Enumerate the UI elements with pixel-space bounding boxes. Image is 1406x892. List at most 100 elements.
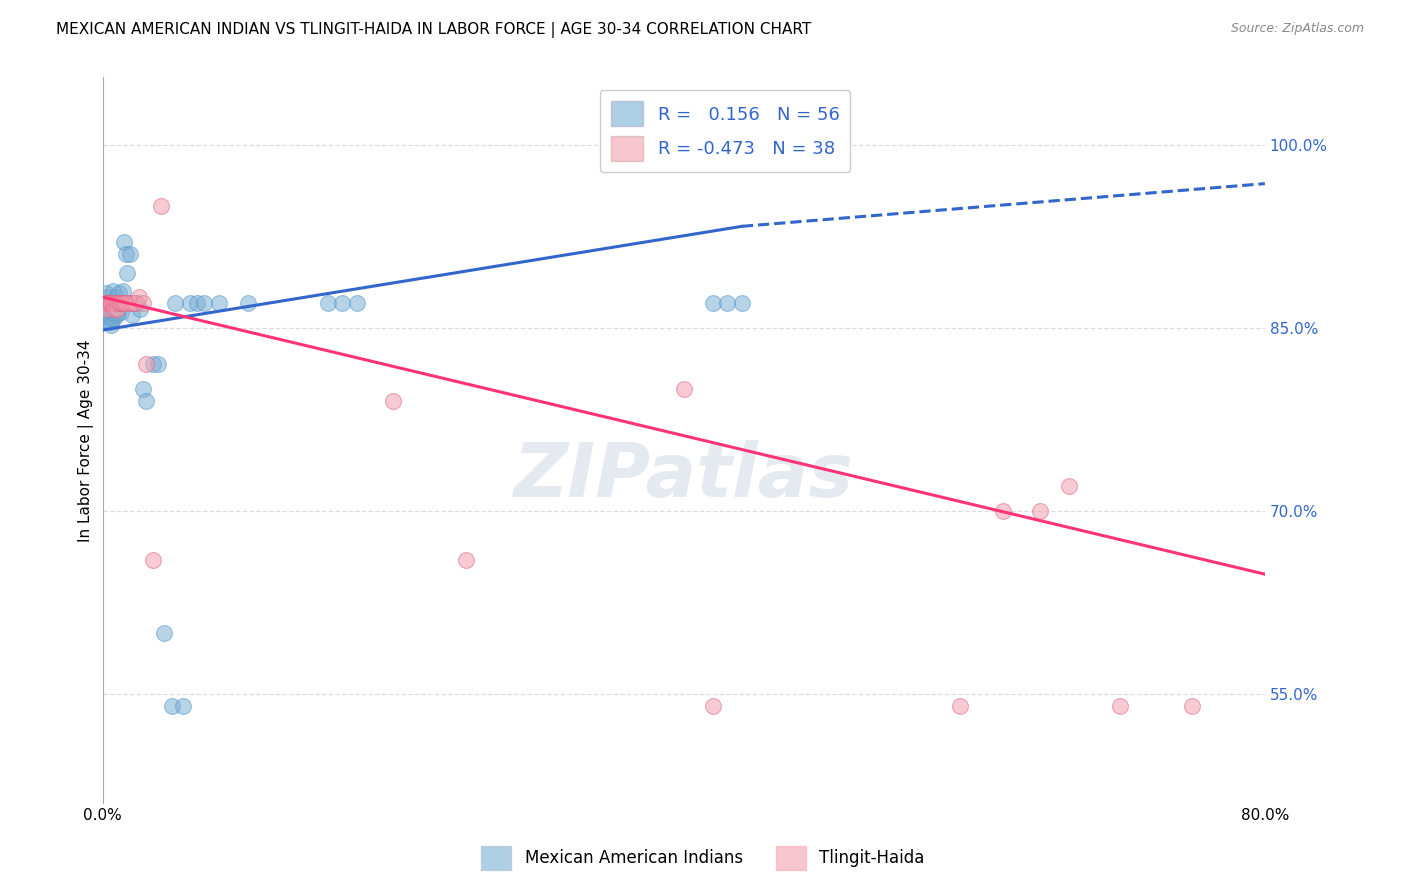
Point (96, 296, 118, 310)
Point (118, 296, 141, 310)
Point (94, 296, 117, 310)
Point (107, 286, 129, 301)
Point (120, 247, 142, 261)
Point (454, 552, 477, 566)
Point (104, 296, 127, 310)
Point (94, 306, 117, 320)
Point (702, 296, 724, 310)
Legend: R =   0.156   N = 56, R = -0.473   N = 38: R = 0.156 N = 56, R = -0.473 N = 38 (600, 90, 851, 172)
Point (132, 382, 155, 396)
Point (993, 504, 1015, 518)
Point (149, 198, 172, 212)
Point (103, 296, 125, 310)
Point (112, 235, 135, 250)
Point (101, 296, 124, 310)
Point (98, 309, 121, 323)
Point (121, 296, 143, 310)
Text: MEXICAN AMERICAN INDIAN VS TLINGIT-HAIDA IN LABOR FORCE | AGE 30-34 CORRELATION : MEXICAN AMERICAN INDIAN VS TLINGIT-HAIDA… (56, 22, 811, 38)
Point (115, 296, 138, 310)
Point (107, 296, 129, 310)
Point (96, 296, 118, 310)
Point (93, 296, 115, 310)
Point (100, 296, 122, 310)
Point (236, 296, 259, 310)
Point (186, 296, 208, 310)
Point (179, 296, 201, 310)
Point (152, 625, 174, 640)
Point (117, 266, 139, 280)
Point (100, 318, 122, 333)
Point (101, 306, 124, 320)
Point (96, 313, 118, 327)
Point (98, 296, 121, 310)
Point (124, 296, 146, 310)
Point (100, 310, 122, 325)
Point (98, 314, 121, 328)
Point (97, 290, 120, 304)
Point (702, 698, 724, 713)
Point (101, 296, 124, 310)
Point (108, 296, 131, 310)
Point (346, 296, 368, 310)
Point (127, 296, 149, 310)
Point (731, 296, 754, 310)
Point (100, 296, 122, 310)
Point (104, 290, 127, 304)
Point (135, 357, 157, 371)
Point (110, 305, 132, 319)
Point (124, 296, 146, 310)
Point (146, 357, 169, 371)
Point (132, 296, 155, 310)
Point (98, 296, 121, 310)
Point (105, 302, 128, 317)
Text: Source: ZipAtlas.com: Source: ZipAtlas.com (1230, 22, 1364, 36)
Point (100, 296, 122, 310)
Point (128, 290, 150, 304)
Point (316, 296, 339, 310)
Point (382, 393, 405, 408)
Point (101, 284, 124, 298)
Point (121, 309, 143, 323)
Point (135, 393, 157, 408)
Point (1057, 479, 1080, 493)
Point (110, 296, 132, 310)
Point (165, 296, 187, 310)
Point (103, 296, 125, 310)
Point (112, 296, 135, 310)
Point (105, 296, 128, 310)
Point (193, 296, 215, 310)
Point (115, 247, 138, 261)
Point (142, 357, 165, 371)
Point (107, 296, 129, 310)
Point (97, 296, 120, 310)
Legend: Mexican American Indians, Tlingit-Haida: Mexican American Indians, Tlingit-Haida (475, 839, 931, 877)
Point (111, 296, 134, 310)
Point (94, 286, 117, 301)
Text: ZIPatlas: ZIPatlas (513, 441, 853, 513)
Point (1181, 698, 1204, 713)
Point (172, 698, 194, 713)
Point (96, 306, 118, 320)
Y-axis label: In Labor Force | Age 30-34: In Labor Force | Age 30-34 (79, 339, 94, 541)
Point (949, 698, 972, 713)
Point (1028, 504, 1050, 518)
Point (103, 310, 125, 325)
Point (103, 302, 125, 317)
Point (208, 296, 231, 310)
Point (1108, 698, 1130, 713)
Point (97, 309, 120, 323)
Point (93, 296, 115, 310)
Point (104, 309, 127, 323)
Point (96, 302, 118, 317)
Point (105, 306, 128, 320)
Point (118, 296, 141, 310)
Point (105, 296, 128, 310)
Point (330, 296, 353, 310)
Point (108, 296, 131, 310)
Point (111, 284, 134, 298)
Point (162, 698, 184, 713)
Point (716, 296, 738, 310)
Point (672, 382, 695, 396)
Point (142, 552, 165, 566)
Point (129, 302, 152, 317)
